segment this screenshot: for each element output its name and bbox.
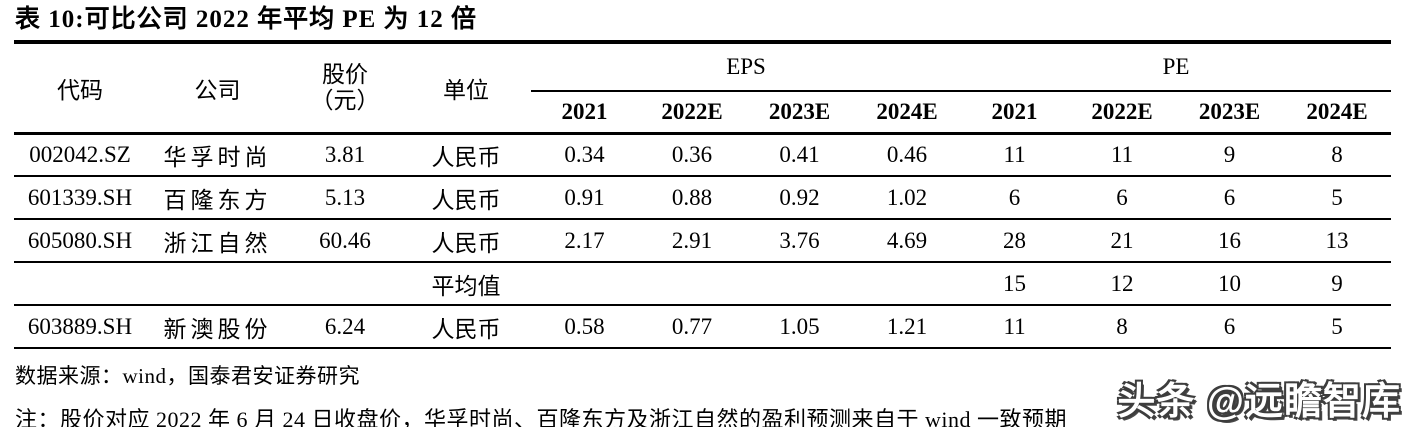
col-header-unit: 单位 <box>401 44 531 135</box>
cell-company: 华孚时尚 <box>146 133 289 177</box>
cell-pe-2024e: 5 <box>1283 305 1392 349</box>
table-title: 表 10:可比公司 2022 年平均 PE 为 12 倍 <box>15 6 478 33</box>
cell-eps-2022e: 0.88 <box>638 176 746 220</box>
cell-pe-2022e: 8 <box>1068 305 1177 349</box>
cell-code: 002042.SZ <box>14 133 146 177</box>
col-header-price-line1: 股价 <box>322 61 368 87</box>
cell-eps-2021: 0.58 <box>531 305 638 349</box>
cell-eps-2023e: 3.76 <box>746 219 853 263</box>
comparables-table: 代码 公司 股价 （元） 单位 EPS PE 2021 2022E 2023E … <box>14 44 1392 349</box>
cell-eps-2022e: 0.77 <box>638 305 746 349</box>
cell-eps-2024e: 1.21 <box>853 305 962 349</box>
cell-average-label: 平均值 <box>401 262 531 306</box>
col-header-price-line2: （元） <box>310 87 380 113</box>
cell-pe-2024e: 13 <box>1283 219 1392 263</box>
cell-pe-2021: 11 <box>961 133 1069 177</box>
cell-pe-2021: 6 <box>961 176 1069 220</box>
table-row-huafu: 002042.SZ 华孚时尚 3.81 人民币 0.34 0.36 0.41 0… <box>14 133 1392 177</box>
col-header-pe-2021: 2021 <box>961 91 1069 135</box>
cell-company-empty <box>146 262 289 306</box>
cell-pe-2021: 28 <box>961 219 1069 263</box>
cell-company: 新澳股份 <box>146 305 289 349</box>
cell-price-empty <box>289 262 401 306</box>
col-header-eps-2023e: 2023E <box>746 91 853 135</box>
cell-pe-2023e: 9 <box>1176 133 1284 177</box>
cell-eps-2023e: 0.41 <box>746 133 853 177</box>
cell-eps-empty <box>638 262 746 306</box>
cell-pe-2022e: 11 <box>1068 133 1177 177</box>
footnote-line: 注：股价对应 2022 年 6 月 24 日收盘价，华孚时尚、百隆东方及浙江自然… <box>15 407 1068 427</box>
col-header-eps-2022e: 2022E <box>638 91 746 135</box>
table-row-average: 平均值 15 12 10 9 <box>14 262 1392 306</box>
col-group-eps: EPS <box>531 44 962 92</box>
table-row-xinao: 603889.SH 新澳股份 6.24 人民币 0.58 0.77 1.05 1… <box>14 305 1392 349</box>
cell-eps-empty <box>531 262 638 306</box>
cell-pe-2022e: 6 <box>1068 176 1177 220</box>
cell-price: 5.13 <box>289 176 401 220</box>
cell-pe-2024e: 5 <box>1283 176 1392 220</box>
cell-unit: 人民币 <box>401 219 531 263</box>
col-header-pe-2024e: 2024E <box>1283 91 1392 135</box>
cell-pe-2023e: 6 <box>1176 305 1284 349</box>
table-row-bailong: 601339.SH 百隆东方 5.13 人民币 0.91 0.88 0.92 1… <box>14 176 1392 220</box>
col-header-code: 代码 <box>14 44 146 135</box>
cell-eps-2021: 0.91 <box>531 176 638 220</box>
col-header-price: 股价 （元） <box>289 44 401 135</box>
cell-pe-2021: 11 <box>961 305 1069 349</box>
cell-code: 601339.SH <box>14 176 146 220</box>
col-header-pe-2023e: 2023E <box>1176 91 1284 135</box>
cell-eps-2021: 2.17 <box>531 219 638 263</box>
cell-price: 60.46 <box>289 219 401 263</box>
cell-pe-2023e: 16 <box>1176 219 1284 263</box>
cell-eps-2022e: 0.36 <box>638 133 746 177</box>
cell-company: 百隆东方 <box>146 176 289 220</box>
cell-unit: 人民币 <box>401 176 531 220</box>
cell-eps-empty <box>853 262 962 306</box>
cell-company: 浙江自然 <box>146 219 289 263</box>
cell-eps-2024e: 4.69 <box>853 219 962 263</box>
cell-pe-2022e: 21 <box>1068 219 1177 263</box>
cell-eps-2024e: 0.46 <box>853 133 962 177</box>
cell-eps-2022e: 2.91 <box>638 219 746 263</box>
cell-code: 605080.SH <box>14 219 146 263</box>
cell-avg-pe-2024e: 9 <box>1283 262 1392 306</box>
cell-price: 6.24 <box>289 305 401 349</box>
cell-eps-2023e: 0.92 <box>746 176 853 220</box>
cell-price: 3.81 <box>289 133 401 177</box>
watermark-yuanzhan-zhiku: 头条 @远瞻智库 <box>1117 381 1401 423</box>
header-row-groups: 代码 公司 股价 （元） 单位 EPS PE <box>14 44 1392 135</box>
cell-eps-2024e: 1.02 <box>853 176 962 220</box>
cell-code-empty <box>14 262 146 306</box>
cell-eps-empty <box>746 262 853 306</box>
header-row-years: 2021 2022E 2023E 2024E 2021 2022E 2023E … <box>14 91 1392 135</box>
cell-pe-2023e: 6 <box>1176 176 1284 220</box>
col-group-pe: PE <box>961 44 1392 92</box>
col-header-company: 公司 <box>146 44 289 135</box>
table-row-zhejiang: 605080.SH 浙江自然 60.46 人民币 2.17 2.91 3.76 … <box>14 219 1392 263</box>
cell-unit: 人民币 <box>401 305 531 349</box>
cell-avg-pe-2021: 15 <box>961 262 1069 306</box>
col-header-pe-2022e: 2022E <box>1068 91 1177 135</box>
title-rule <box>14 40 1391 44</box>
cell-avg-pe-2023e: 10 <box>1176 262 1284 306</box>
cell-pe-2024e: 8 <box>1283 133 1392 177</box>
data-source-line: 数据来源：wind，国泰君安证券研究 <box>15 364 360 388</box>
col-header-eps-2021: 2021 <box>531 91 638 135</box>
cell-eps-2023e: 1.05 <box>746 305 853 349</box>
cell-eps-2021: 0.34 <box>531 133 638 177</box>
cell-unit: 人民币 <box>401 133 531 177</box>
cell-code: 603889.SH <box>14 305 146 349</box>
cell-avg-pe-2022e: 12 <box>1068 262 1177 306</box>
col-header-eps-2024e: 2024E <box>853 91 962 135</box>
